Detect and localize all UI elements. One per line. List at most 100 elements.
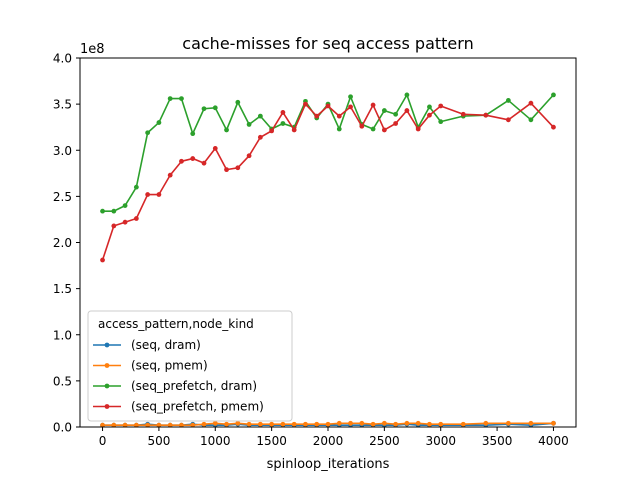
y-tick-label: 3.5 — [53, 98, 72, 112]
data-point — [280, 421, 286, 427]
data-point — [133, 422, 139, 428]
data-point — [551, 124, 556, 130]
y-tick-label: 1.0 — [53, 328, 72, 342]
data-point — [269, 128, 275, 134]
y-scale-label: 1e8 — [80, 42, 105, 57]
data-point — [179, 422, 184, 428]
y-tick-label: 0.5 — [53, 374, 72, 388]
y-tick-label: 0.0 — [53, 421, 72, 435]
chart-title: cache-misses for seq access pattern — [182, 34, 473, 53]
legend: access_pattern,node_kind (seq, dram) (seq,… — [87, 310, 293, 422]
data-point — [212, 420, 218, 426]
data-point — [438, 119, 444, 125]
data-point — [280, 121, 286, 126]
data-point — [483, 112, 489, 118]
data-point — [224, 167, 229, 173]
data-point — [224, 127, 229, 133]
data-point — [359, 123, 365, 129]
x-tick-label: 1500 — [256, 434, 287, 448]
series-2 — [100, 92, 556, 214]
legend-label: (seq, pmem) — [131, 359, 208, 373]
x-tick-label: 4000 — [538, 434, 569, 448]
data-point — [370, 126, 376, 132]
data-point — [246, 122, 252, 127]
x-tick-label: 2000 — [313, 434, 344, 448]
data-point — [111, 208, 117, 214]
data-point — [246, 153, 252, 159]
data-point — [460, 421, 466, 427]
data-point — [212, 146, 218, 151]
data-point — [314, 421, 320, 427]
data-point — [100, 422, 105, 428]
data-point — [348, 420, 353, 426]
data-point — [393, 121, 399, 126]
data-point — [303, 421, 308, 427]
data-point — [201, 160, 207, 166]
y-tick-label: 2.0 — [53, 236, 72, 250]
data-point — [257, 113, 263, 119]
x-tick-label: 500 — [147, 434, 170, 448]
series-1 — [100, 420, 556, 428]
legend-item: (seq_prefetch, pmem) — [93, 400, 264, 414]
data-point — [190, 156, 196, 161]
data-point — [393, 111, 399, 117]
data-point — [179, 96, 184, 101]
data-point — [404, 92, 410, 98]
legend-marker — [104, 383, 110, 389]
series-layer — [100, 92, 556, 428]
legend-marker — [104, 363, 110, 368]
y-tick-label: 1.5 — [53, 282, 72, 296]
data-point — [415, 126, 421, 132]
data-point — [528, 420, 534, 426]
legend-item: (seq, pmem) — [93, 359, 208, 373]
data-point — [303, 101, 308, 107]
data-point — [314, 113, 320, 119]
data-point — [370, 102, 376, 108]
x-tick-label: 2500 — [369, 434, 400, 448]
series-line — [102, 94, 555, 212]
y-tick-label: 4.0 — [53, 52, 72, 66]
data-point — [505, 420, 511, 426]
legend-title: access_pattern,node_kind — [98, 317, 254, 331]
data-point — [348, 94, 353, 100]
data-point — [156, 422, 162, 428]
data-point — [100, 257, 105, 263]
data-point — [348, 104, 353, 110]
x-tick-label: 0 — [99, 434, 107, 448]
data-point — [122, 422, 128, 428]
data-point — [551, 92, 556, 98]
data-point — [190, 131, 196, 137]
x-axis-label: spinloop_iterations — [267, 457, 390, 472]
series-3 — [100, 100, 556, 263]
data-point — [201, 106, 207, 112]
data-point — [111, 422, 117, 428]
data-point — [336, 420, 342, 426]
legend-marker — [104, 342, 110, 348]
data-point — [505, 117, 511, 123]
y-tick-label: 3.0 — [53, 144, 72, 158]
data-point — [381, 108, 387, 113]
data-point — [427, 421, 432, 427]
x-tick-label: 1000 — [200, 434, 231, 448]
data-point — [257, 134, 263, 140]
data-point — [156, 192, 162, 197]
data-point — [404, 420, 410, 426]
legend-item: (seq_prefetch, dram) — [93, 379, 257, 393]
data-point — [100, 208, 105, 214]
data-point — [381, 420, 387, 426]
data-point — [438, 103, 444, 109]
data-point — [190, 422, 196, 428]
data-point — [133, 184, 139, 190]
data-point — [336, 126, 342, 132]
data-point — [145, 130, 151, 136]
data-point — [145, 192, 151, 197]
series-line — [101, 102, 555, 261]
data-point — [167, 96, 173, 101]
data-point — [370, 421, 376, 427]
data-point — [257, 421, 263, 427]
data-point — [483, 420, 489, 426]
legend-box — [87, 310, 293, 422]
data-point — [235, 165, 241, 171]
data-point — [111, 223, 117, 229]
data-point — [145, 422, 151, 428]
